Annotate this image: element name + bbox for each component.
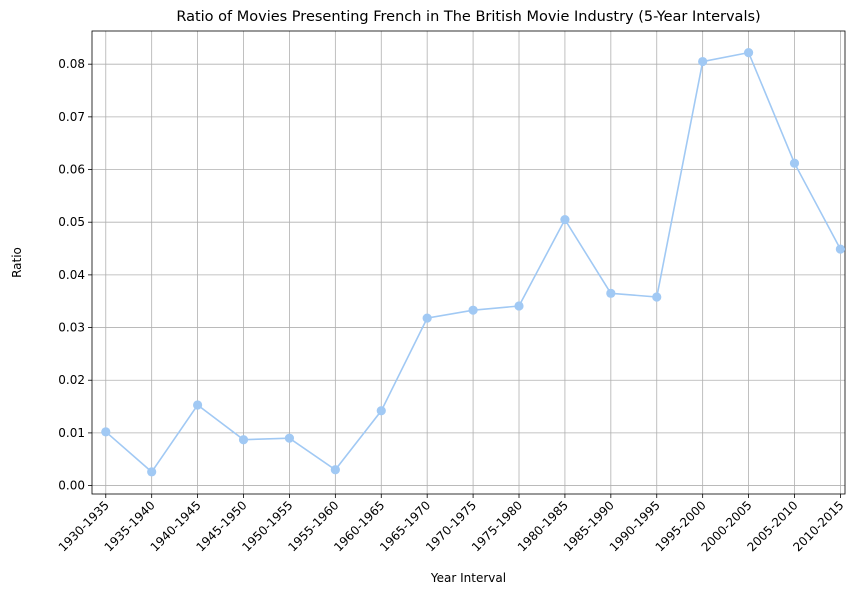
data-point (514, 301, 524, 311)
x-axis: 1930-19351935-19401940-19451945-19501950… (56, 494, 847, 554)
data-point (789, 158, 800, 168)
y-tick-label: 0.04 (58, 268, 85, 282)
data-point (560, 214, 570, 225)
y-axis-title: Ratio (10, 247, 24, 278)
series (101, 47, 846, 477)
data-point (835, 244, 846, 254)
data-point (652, 292, 662, 302)
data-point (238, 435, 249, 445)
y-tick-label: 0.01 (58, 426, 85, 440)
y-tick-label: 0.05 (58, 215, 85, 229)
y-tick-label: 0.03 (58, 321, 85, 335)
data-point (422, 313, 432, 323)
y-tick-label: 0.02 (58, 373, 85, 387)
data-point (330, 465, 340, 475)
chart-title: Ratio of Movies Presenting French in The… (176, 9, 760, 25)
data-point (284, 433, 295, 443)
grid (92, 31, 845, 494)
y-tick-label: 0.06 (58, 163, 85, 177)
y-axis: 0.00 0.01 0.02 0.03 0.04 0.05 0.06 0.07 0.08 (58, 57, 92, 493)
x-axis-title: Year Interval (430, 571, 506, 585)
y-tick-label: 0.07 (58, 110, 85, 124)
data-point (606, 288, 616, 298)
data-point (698, 56, 708, 67)
data-point (101, 427, 111, 437)
y-tick-label: 0.00 (58, 479, 85, 493)
data-point (468, 305, 478, 315)
data-point (147, 467, 157, 477)
y-tick-label: 0.08 (58, 57, 85, 71)
data-point (193, 400, 203, 410)
plot-frame (91, 30, 846, 495)
data-point (743, 47, 754, 58)
data-point (376, 406, 386, 416)
